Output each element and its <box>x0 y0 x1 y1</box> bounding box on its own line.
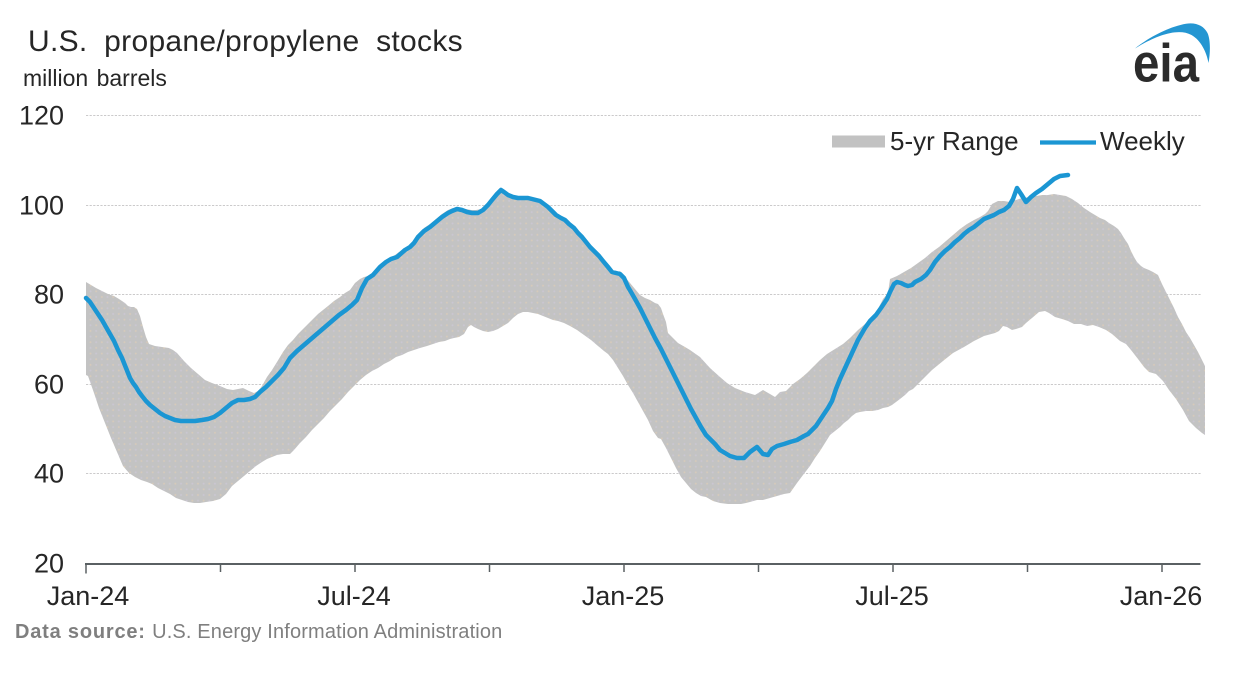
svg-text:Jul-24: Jul-24 <box>317 581 391 611</box>
svg-text:Jul-25: Jul-25 <box>855 581 929 611</box>
svg-text:Jan-25: Jan-25 <box>582 581 665 611</box>
svg-text:120: 120 <box>19 101 64 131</box>
svg-text:60: 60 <box>34 370 64 400</box>
svg-text:Data source: U.S. Energy Infor: Data source: U.S. Energy Information Adm… <box>15 621 502 643</box>
svg-text:5-yr Range: 5-yr Range <box>890 126 1019 156</box>
svg-text:million barrels: million barrels <box>23 65 167 91</box>
svg-text:20: 20 <box>34 549 64 579</box>
svg-text:eia: eia <box>1133 33 1200 94</box>
svg-text:Jan-26: Jan-26 <box>1120 581 1203 611</box>
svg-text:Weekly: Weekly <box>1100 126 1185 156</box>
svg-text:U.S. propane/propylene stocks: U.S. propane/propylene stocks <box>28 25 463 58</box>
svg-text:80: 80 <box>34 280 64 310</box>
svg-text:Jan-24: Jan-24 <box>47 581 130 611</box>
svg-text:40: 40 <box>34 459 64 489</box>
svg-text:100: 100 <box>19 191 64 221</box>
